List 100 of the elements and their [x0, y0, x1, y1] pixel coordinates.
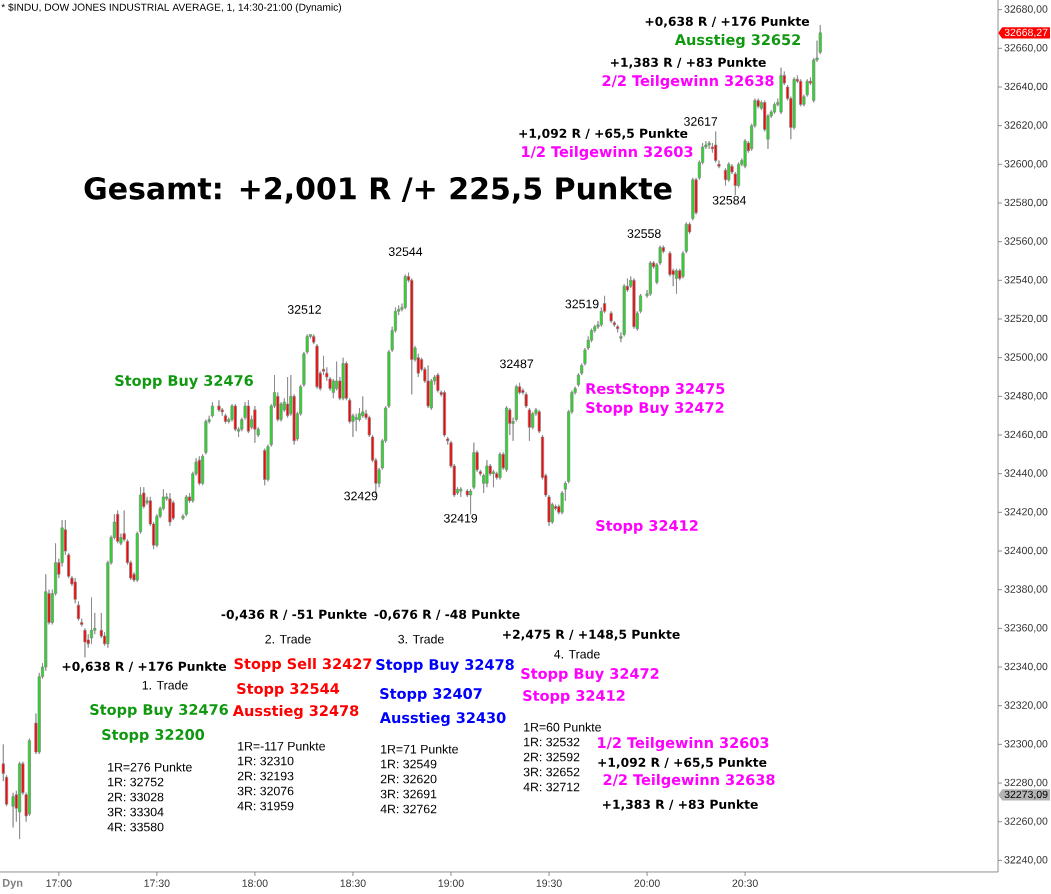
y-tick-label: 32640,00 — [1004, 82, 1048, 92]
candlestick — [632, 278, 636, 330]
candlestick — [426, 365, 430, 409]
annotation: 2. Trade — [265, 634, 311, 644]
y-tick-label: 32320,00 — [1004, 701, 1048, 711]
candlestick — [436, 372, 440, 393]
y-tick-label: 32520,00 — [1004, 314, 1048, 324]
y-tick-label: 32300,00 — [1004, 740, 1048, 749]
candlestick — [286, 376, 290, 418]
candlestick — [799, 78, 803, 107]
candlestick — [184, 494, 188, 517]
candlestick — [341, 357, 345, 401]
y-tick-label: 32620,00 — [1004, 121, 1048, 130]
y-tick-label: 32380,00 — [1004, 585, 1048, 595]
candlestick — [253, 405, 257, 444]
text: 32668,27 — [1004, 28, 1048, 38]
candlestick — [83, 628, 87, 658]
annotation: +0,638 R / +176 Punkte — [645, 16, 810, 28]
candlestick — [197, 455, 201, 486]
candlestick — [403, 274, 407, 310]
x-tick-label: 20:30 — [732, 879, 758, 887]
annotation: Stopp Buy 32476 — [90, 704, 228, 718]
candlestick — [459, 486, 463, 498]
annotation: +1,092 R / +65,5 Punkte — [519, 128, 688, 140]
annotation: 1/2 Teilgewinn 32603 — [598, 736, 769, 752]
y-tick-label: 32500,00 — [1004, 353, 1048, 363]
annotation: 4R: 31959 — [237, 801, 294, 811]
candlestick — [116, 510, 120, 544]
candlestick — [217, 399, 221, 413]
candlestick — [616, 324, 620, 333]
annotation: -0,676 R / -48 Punkte — [374, 609, 520, 621]
candlestick — [537, 409, 541, 434]
annotation: 1R=276 Punkte — [108, 762, 192, 772]
y-tick-label: 32440,00 — [1004, 469, 1048, 479]
annotation: Stopp Sell 32427 — [234, 657, 372, 672]
annotation: 3R: 32076 — [237, 786, 294, 796]
text: Dyn — [2, 879, 23, 889]
candlestick — [527, 407, 531, 442]
y-tick-label: 32580,00 — [1004, 198, 1048, 208]
candlestick — [772, 102, 777, 115]
y-tick-label: 32560,00 — [1004, 237, 1048, 246]
y-tick-label: 32340,00 — [1004, 662, 1048, 672]
annotation: 1R: 32752 — [108, 777, 164, 787]
annotation: -0,436 R / -51 Punkte — [221, 609, 367, 621]
annotation: Ausstieg 32430 — [379, 711, 506, 727]
annotation: 3R: 32691 — [380, 789, 437, 799]
annotation: Stopp Buy 32472 — [586, 402, 724, 416]
annotation: RestStopp 32475 — [586, 383, 725, 397]
chart-title: * $INDU, DOW JONES INDUSTRIAL AVERAGE, 1, 14:30-21:00 (Dynamic) — [1, 3, 342, 13]
candlestick — [315, 343, 319, 389]
y-tick-label: 32540,00 — [1004, 276, 1048, 285]
annotation: 32544 — [388, 247, 423, 256]
annotation: 32429 — [344, 491, 378, 501]
candlestick — [263, 448, 267, 486]
annotation: Stopp Buy 32472 — [521, 668, 659, 682]
y-tick-label: 32680,00 — [1004, 5, 1048, 14]
candlestick — [674, 268, 678, 295]
candlestick — [312, 334, 316, 345]
annotation: 2R: 32193 — [237, 771, 294, 781]
annotation: +1,092 R / +65,5 Punkte — [598, 757, 767, 769]
annotation: 32519 — [565, 299, 599, 309]
candlestick — [11, 792, 15, 828]
annotation: 32512 — [287, 305, 321, 314]
y-tick-label: 32360,00 — [1004, 624, 1048, 633]
candlestick — [743, 138, 747, 169]
annotation: 32558 — [627, 229, 661, 238]
candlestick — [469, 488, 473, 515]
annotation: 1R: 32310 — [238, 756, 294, 766]
annotation: +1,383 R / +83 Punkte — [602, 799, 758, 811]
annotation: 2R: 32620 — [380, 774, 437, 784]
annotation: +0,638 R / +176 Punkte — [62, 661, 227, 673]
annotation: 4R: 32712 — [523, 782, 580, 792]
candlestick — [89, 597, 94, 645]
candlestick — [201, 454, 205, 486]
annotation: 32584 — [712, 195, 747, 205]
candlestick — [691, 177, 695, 221]
candlestick — [73, 577, 77, 604]
annotation: 32419 — [443, 513, 478, 523]
annotation: 4R: 32762 — [380, 804, 437, 814]
annotation: 1R: 32549 — [381, 759, 437, 769]
annotation: +2,475 R / +148,5 Punkte — [503, 629, 680, 641]
candlestick — [648, 260, 652, 297]
candlestick — [361, 396, 365, 418]
annotation: 4. Trade — [554, 649, 600, 659]
annotation: Ausstieg 32478 — [232, 704, 359, 720]
annotation: 1R: 32532 — [524, 737, 580, 747]
annotation: 3R: 33304 — [107, 807, 164, 817]
annotation: Stopp Buy 32476 — [115, 375, 253, 389]
y-tick-label: 32480,00 — [1004, 392, 1048, 401]
y-tick-label: 32240,00 — [1004, 856, 1048, 865]
annotation: 1R=60 Punkte — [524, 722, 601, 732]
y-tick-label: 32260,00 — [1004, 817, 1048, 827]
candlestick — [498, 452, 502, 480]
annotation: Ausstieg 32652 — [674, 33, 800, 49]
x-tick-label: 17:30 — [144, 879, 170, 887]
y-tick-label: 32400,00 — [1004, 546, 1048, 556]
annotation: Stopp 32200 — [102, 729, 205, 743]
x-tick-label: 20:00 — [634, 879, 660, 887]
annotation: 3R: 32652 — [523, 767, 580, 777]
annotation: 1. Trade — [142, 680, 188, 690]
